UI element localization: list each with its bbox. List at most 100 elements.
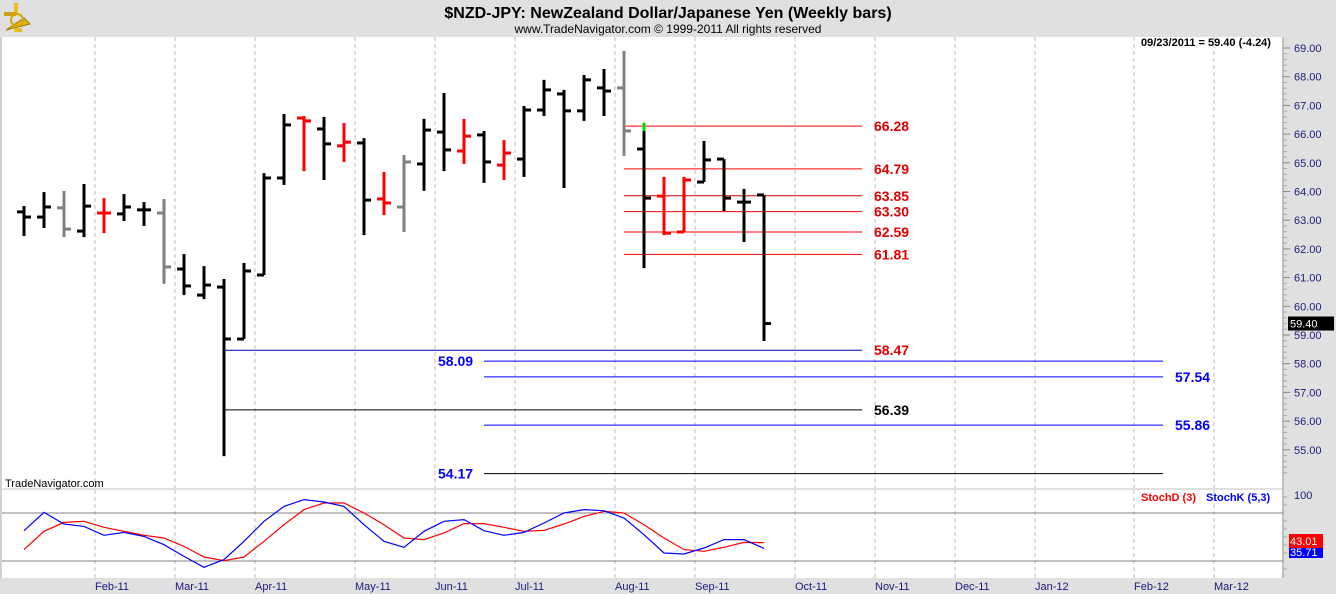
y-tick-label: 58.00 <box>1294 359 1322 371</box>
ohlc-bar <box>37 192 51 228</box>
ohlc-bar <box>337 122 351 162</box>
stoch-series-line <box>23 502 765 562</box>
y-tick-label: 60.00 <box>1294 301 1322 313</box>
x-tick-label: Sep-11 <box>695 581 730 593</box>
legend-stochd: StochD (3) <box>1141 492 1196 504</box>
stoch-y-tick-label: 100 <box>1294 490 1312 502</box>
y-tick-label: 64.00 <box>1294 187 1322 199</box>
y-tick-label: 62.00 <box>1294 244 1322 256</box>
ohlc-bar <box>717 157 731 212</box>
ohlc-bar <box>537 79 551 117</box>
x-tick-label: May-11 <box>355 581 391 593</box>
ohlc-bar <box>177 254 191 296</box>
y-tick-label: 63.00 <box>1294 215 1322 227</box>
ohlc-bar <box>757 193 771 342</box>
last-price-box <box>1288 316 1334 331</box>
stochd-value-box <box>1289 534 1323 548</box>
y-tick-label: 67.00 <box>1294 100 1322 112</box>
x-tick-label: Nov-11 <box>875 581 910 593</box>
x-tick-label: Aug-11 <box>615 581 650 593</box>
y-tick-label: 66.00 <box>1294 129 1322 141</box>
level-label: 57.54 <box>1175 369 1210 385</box>
x-tick-label: Dec-11 <box>955 581 990 593</box>
ohlc-bar <box>197 266 211 300</box>
ohlc-bar <box>157 198 171 284</box>
ohlc-bar <box>417 118 431 191</box>
ohlc-bar <box>357 138 371 236</box>
ohlc-bar <box>397 155 411 232</box>
ohlc-bar <box>217 279 231 457</box>
date-axis: Feb-11 Mar-11 Apr-11 May-11 Jun-11 Jul-11 Aug-… <box>95 581 1249 593</box>
ohlc-bar <box>57 190 71 238</box>
ohlc-bar <box>117 194 131 222</box>
y-tick-label: 68.00 <box>1294 72 1322 84</box>
stoch-series-line <box>23 498 765 568</box>
vertical-gridlines <box>94 37 1215 578</box>
ohlc-bar <box>657 176 671 236</box>
stochk-value-box <box>1289 545 1323 558</box>
price-bars <box>17 50 771 457</box>
x-tick-label: Mar-11 <box>175 581 209 593</box>
ohlc-bar <box>97 198 111 234</box>
level-label: 63.85 <box>874 188 909 204</box>
y-tick-label: 59.00 <box>1294 330 1322 342</box>
level-label: 56.39 <box>874 402 909 418</box>
ohlc-bar <box>637 122 651 269</box>
ohlc-bar <box>137 202 151 226</box>
ohlc-bar <box>477 130 491 183</box>
ohlc-bar <box>297 116 311 172</box>
ohlc-bar <box>437 93 451 172</box>
y-tick-label: 55.00 <box>1294 445 1322 457</box>
ohlc-bar <box>737 188 751 243</box>
last-quote-readout: 09/23/2011 = 59.40 (-4.24) <box>1141 37 1271 49</box>
y-tick-label: 69.00 <box>1294 43 1322 55</box>
y-tick-label: 56.00 <box>1294 416 1322 428</box>
x-tick-label: Jul-11 <box>515 581 544 593</box>
x-tick-label: Feb-11 <box>95 581 129 593</box>
stochk-value-label: 35.71 <box>1290 547 1318 559</box>
ohlc-bar <box>577 74 591 121</box>
y-tick-label: 65.00 <box>1294 158 1322 170</box>
ohlc-bar <box>277 114 291 185</box>
level-label: 61.81 <box>874 246 909 262</box>
level-label: 64.79 <box>874 161 909 177</box>
ohlc-bar <box>497 140 511 181</box>
watermark: TradeNavigator.com <box>5 478 104 490</box>
ohlc-bar <box>17 206 31 236</box>
ohlc-bar <box>697 140 711 184</box>
ohlc-bar <box>557 89 571 189</box>
copyright-subtitle: www.TradeNavigator.com © 1999-2011 All r… <box>514 22 822 36</box>
x-tick-label: Apr-11 <box>255 581 287 593</box>
ohlc-bar <box>597 68 611 117</box>
sextant-logo-icon <box>4 3 31 32</box>
x-tick-label: Oct-11 <box>795 581 827 593</box>
level-label: 63.30 <box>874 204 909 220</box>
price-axis: 69.00 68.00 67.00 66.00 65.00 64.00 63.00 62.00… <box>1283 43 1334 474</box>
ohlc-bar <box>317 116 331 181</box>
level-label: 62.59 <box>874 224 909 240</box>
x-tick-label: Jun-11 <box>435 581 468 593</box>
ohlc-bar <box>457 118 471 164</box>
x-tick-label: Mar-12 <box>1214 581 1249 593</box>
ohlc-bar <box>377 171 391 216</box>
ohlc-bar <box>677 176 691 234</box>
level-label: 66.28 <box>874 118 909 134</box>
ohlc-bar <box>517 105 531 177</box>
x-tick-label: Jan-12 <box>1035 581 1069 593</box>
ohlc-bar <box>257 173 271 277</box>
level-label: 58.09 <box>438 353 473 369</box>
level-label: 54.17 <box>438 466 473 482</box>
level-label: 55.86 <box>1175 417 1210 433</box>
ohlc-bar <box>77 184 91 238</box>
y-tick-label: 61.00 <box>1294 273 1322 285</box>
x-tick-label: Feb-12 <box>1134 581 1169 593</box>
chart-title: $NZD-JPY: NewZealand Dollar/Japanese Yen… <box>444 5 891 22</box>
legend-stochk: StochK (5,3) <box>1206 492 1271 504</box>
ohlc-bar <box>617 50 631 156</box>
level-label: 58.47 <box>874 342 909 358</box>
stochd-value-label: 43.01 <box>1290 536 1318 548</box>
y-tick-label: 57.00 <box>1294 387 1322 399</box>
last-price-label: 59.40 <box>1290 319 1318 331</box>
